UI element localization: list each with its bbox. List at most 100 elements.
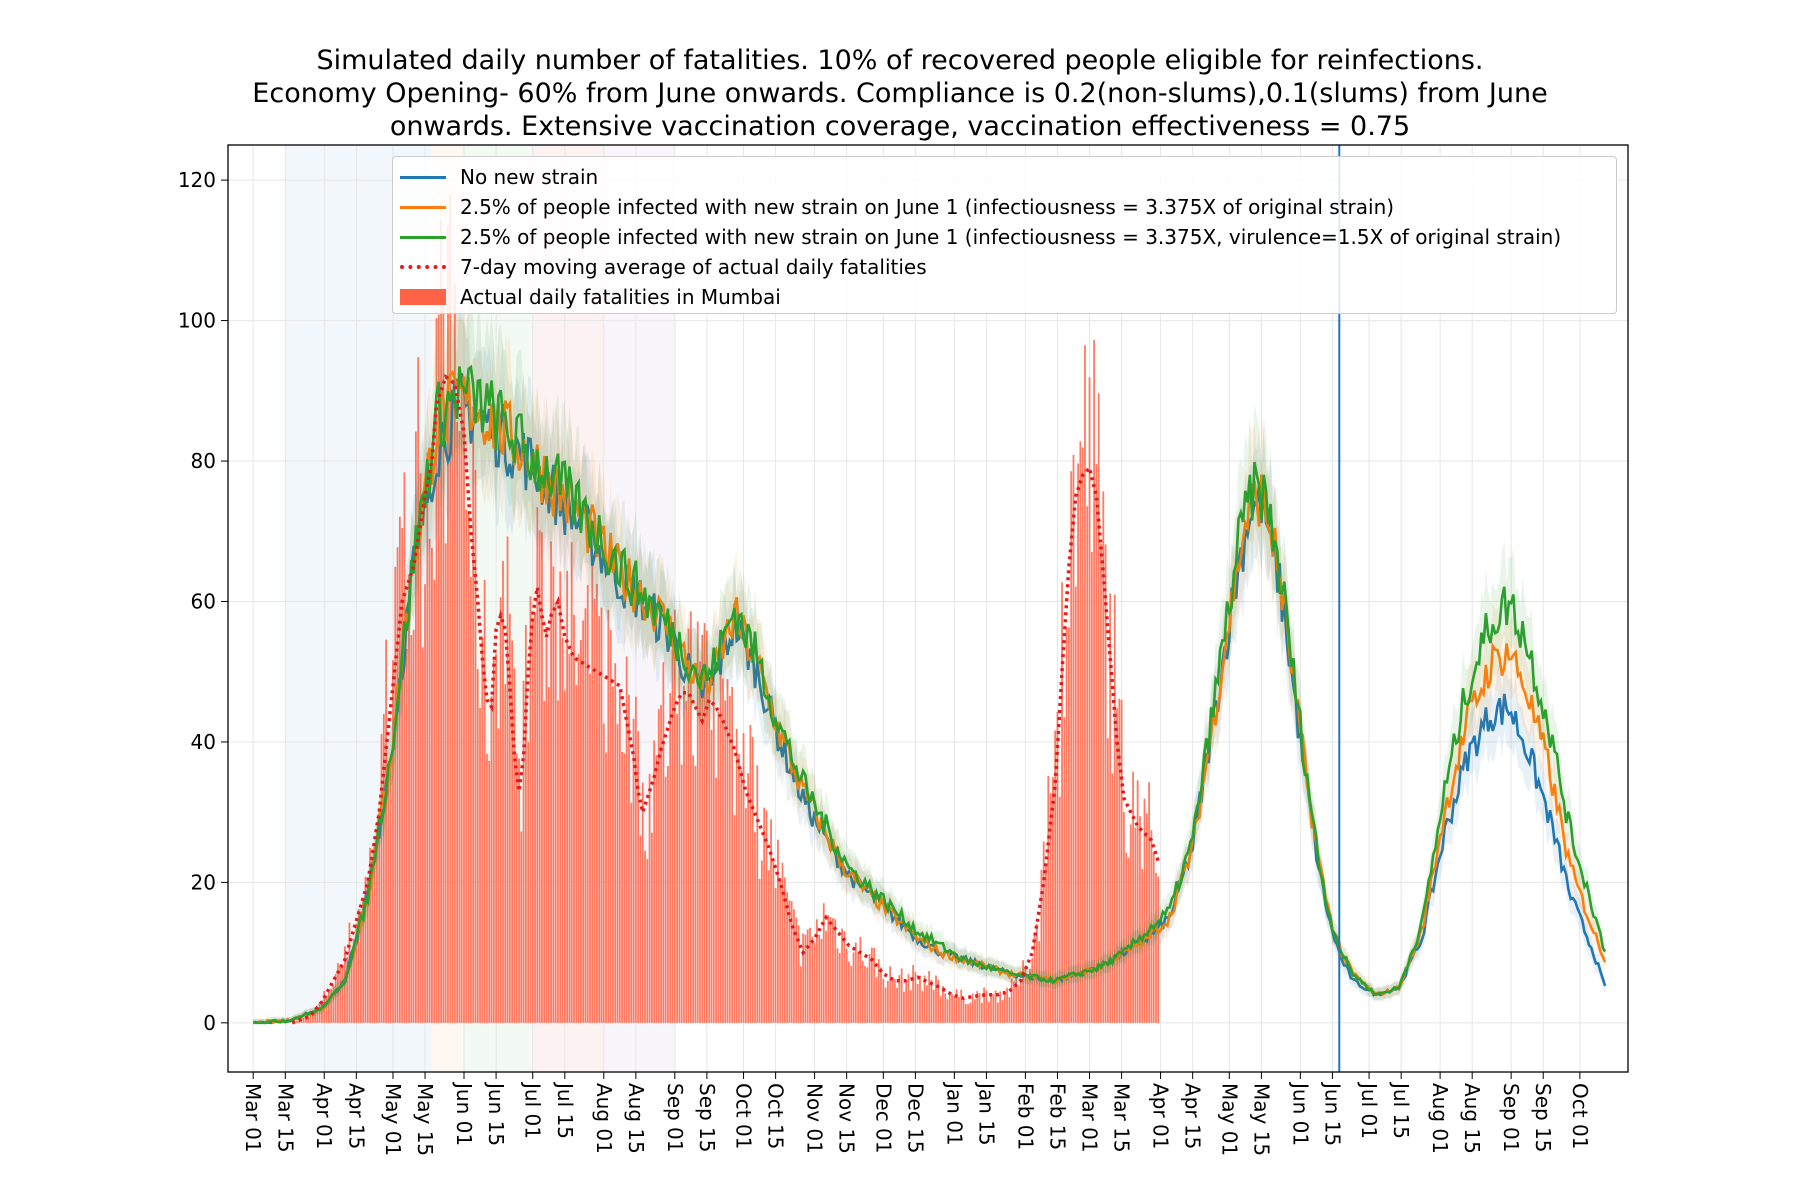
actual-fatality-bar bbox=[490, 696, 493, 1023]
actual-fatality-bar bbox=[508, 613, 511, 1023]
actual-fatality-bar bbox=[531, 618, 534, 1023]
actual-fatality-bar bbox=[511, 640, 514, 1023]
actual-fatality-bar bbox=[1022, 960, 1024, 1023]
x-tick-label: Jul 01 bbox=[521, 1081, 545, 1139]
actual-fatality-bar bbox=[311, 1013, 314, 1023]
actual-fatality-bar bbox=[758, 878, 761, 1023]
x-tick-label: Aug 01 bbox=[1428, 1083, 1452, 1154]
actual-fatality-bar bbox=[891, 977, 894, 1023]
actual-fatality-bar bbox=[735, 728, 738, 1023]
actual-fatality-bar bbox=[710, 729, 713, 1023]
actual-fatality-bar bbox=[1097, 393, 1100, 1023]
actual-fatality-bar bbox=[870, 947, 873, 1023]
actual-fatality-bar bbox=[978, 993, 981, 1023]
actual-fatality-bar bbox=[527, 741, 530, 1023]
actual-fatality-bar bbox=[536, 507, 539, 1023]
actual-fatality-bar bbox=[394, 566, 397, 1023]
legend-label: Actual daily fatalities in Mumbai bbox=[460, 285, 781, 309]
actual-fatality-bar bbox=[550, 541, 552, 1023]
actual-fatality-bar bbox=[563, 690, 566, 1023]
actual-fatality-bar bbox=[1054, 730, 1057, 1023]
actual-fatality-bar bbox=[726, 679, 729, 1023]
actual-fatality-bar bbox=[401, 527, 404, 1023]
actual-fatality-bar bbox=[834, 919, 837, 1023]
actual-fatality-bar bbox=[589, 673, 591, 1023]
actual-fatality-bar bbox=[421, 647, 424, 1023]
actual-fatality-bar bbox=[369, 847, 371, 1023]
actual-fatality-bar bbox=[499, 597, 502, 1023]
actual-fatality-bar bbox=[355, 923, 358, 1023]
actual-fatality-bar bbox=[921, 990, 924, 1023]
actual-fatality-bar bbox=[671, 649, 674, 1023]
y-tick-label: 80 bbox=[191, 449, 216, 473]
x-tick-label: Dec 15 bbox=[903, 1083, 927, 1154]
actual-fatality-bar bbox=[350, 952, 353, 1023]
actual-fatality-bar bbox=[859, 936, 862, 1023]
actual-fatality-bar bbox=[980, 1002, 983, 1023]
actual-fatality-bar bbox=[1125, 852, 1128, 1023]
actual-fatality-bar bbox=[1026, 976, 1029, 1023]
actual-fatality-bar bbox=[893, 978, 896, 1023]
actual-fatality-bar bbox=[630, 802, 633, 1023]
x-tick-label: Jul 01 bbox=[1357, 1081, 1381, 1139]
actual-fatality-bar bbox=[765, 810, 768, 1023]
actual-fatality-bar bbox=[568, 653, 571, 1023]
actual-fatality-bar bbox=[387, 771, 390, 1023]
x-tick-label: May 15 bbox=[1249, 1083, 1273, 1156]
x-tick-label: Feb 15 bbox=[1045, 1083, 1069, 1150]
actual-fatality-bar bbox=[316, 1006, 319, 1023]
actual-fatality-bar bbox=[1006, 988, 1008, 1023]
actual-fatality-bar bbox=[852, 952, 855, 1023]
actual-fatality-bar bbox=[305, 1016, 307, 1023]
y-tick-label: 100 bbox=[178, 309, 216, 333]
actual-fatality-bar bbox=[1056, 711, 1059, 1023]
actual-fatality-bar bbox=[774, 888, 777, 1023]
actual-fatality-bar bbox=[813, 942, 816, 1023]
actual-fatality-bar bbox=[912, 964, 915, 1023]
actual-fatality-bar bbox=[925, 985, 928, 1023]
actual-fatality-bar bbox=[673, 609, 676, 1023]
actual-fatality-bar bbox=[650, 832, 653, 1023]
x-tick-label: Sep 01 bbox=[663, 1083, 687, 1153]
actual-fatality-bar bbox=[545, 626, 548, 1023]
actual-fatality-bar bbox=[366, 878, 369, 1023]
x-tick-label: Nov 15 bbox=[835, 1083, 859, 1154]
actual-fatality-bar bbox=[357, 909, 360, 1023]
x-tick-label: Feb 01 bbox=[1013, 1083, 1037, 1150]
actual-fatality-bar bbox=[875, 977, 878, 1023]
actual-fatality-bar bbox=[561, 637, 564, 1023]
actual-fatality-bar bbox=[788, 900, 791, 1023]
actual-fatality-bar bbox=[483, 579, 486, 1023]
actual-fatality-bar bbox=[479, 707, 481, 1023]
actual-fatality-bar bbox=[552, 566, 555, 1023]
x-tick-label: Sep 01 bbox=[1499, 1083, 1523, 1153]
legend-label: No new strain bbox=[460, 165, 599, 189]
actual-fatality-bar bbox=[944, 993, 947, 1023]
actual-fatality-bar bbox=[520, 831, 523, 1023]
actual-fatality-bar bbox=[857, 951, 860, 1023]
actual-fatality-bar bbox=[974, 999, 976, 1023]
actual-fatality-bar bbox=[1001, 1000, 1004, 1023]
actual-fatality-bar bbox=[424, 584, 426, 1023]
actual-fatality-bar bbox=[832, 918, 834, 1023]
legend-swatch-orange bbox=[400, 205, 446, 209]
actual-fatality-bar bbox=[513, 668, 516, 1023]
actual-fatality-bar bbox=[976, 991, 979, 1023]
actual-fatality-bar bbox=[820, 938, 823, 1023]
actual-fatality-bar bbox=[740, 770, 743, 1023]
actual-fatality-bar bbox=[1008, 997, 1011, 1023]
actual-fatality-bar bbox=[754, 832, 756, 1023]
actual-fatality-bar bbox=[442, 298, 445, 1023]
actual-fatality-bar bbox=[994, 990, 997, 1023]
actual-fatality-bar bbox=[777, 839, 779, 1023]
actual-fatality-bar bbox=[486, 753, 488, 1023]
actual-fatality-bar bbox=[790, 901, 793, 1023]
actual-fatality-bar bbox=[378, 821, 381, 1023]
actual-fatality-bar bbox=[1047, 775, 1050, 1023]
actual-fatality-bar bbox=[905, 979, 908, 1023]
x-tick-label: May 01 bbox=[1217, 1083, 1241, 1156]
actual-fatality-bar bbox=[623, 753, 626, 1023]
actual-fatality-bar bbox=[591, 564, 594, 1023]
actual-fatality-bar bbox=[1113, 594, 1116, 1023]
actual-fatality-bar bbox=[1152, 852, 1155, 1023]
